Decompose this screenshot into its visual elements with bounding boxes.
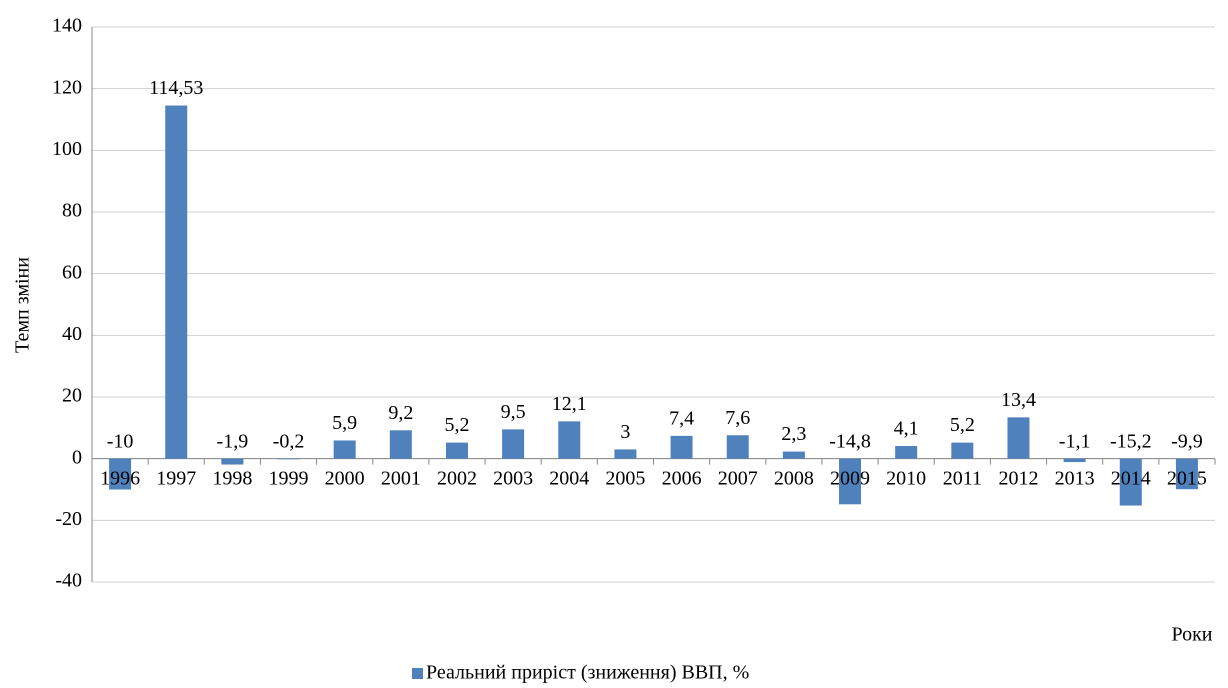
data-label: -15,2: [1110, 430, 1152, 452]
bar: [502, 429, 525, 459]
x-tick-label: 2000: [325, 467, 365, 489]
bar: [1063, 458, 1086, 463]
data-label: 12,1: [552, 393, 587, 415]
bar: [333, 440, 356, 459]
bar: [670, 435, 693, 459]
y-tick-label: 0: [72, 446, 82, 468]
x-tick-label: 2008: [774, 467, 814, 489]
x-tick-label: 2015: [1167, 467, 1207, 489]
x-tick-label: 2004: [549, 467, 589, 489]
data-label: 13,4: [1001, 389, 1036, 411]
x-tick-label: 2012: [998, 467, 1038, 489]
data-label: 4,1: [894, 418, 919, 440]
y-tick-label: 100: [52, 138, 82, 160]
data-label: -10: [107, 430, 134, 452]
data-label: -9,9: [1171, 430, 1203, 452]
bar: [614, 449, 637, 459]
x-tick-label: 2014: [1111, 467, 1151, 489]
x-tick-label: 2009: [830, 467, 870, 489]
data-label: -14,8: [829, 430, 871, 452]
data-label: 7,4: [669, 407, 694, 429]
bar: [558, 421, 581, 459]
data-label: 5,9: [332, 412, 357, 434]
legend-label: Реальний приріст (зниження) ВВП, %: [426, 662, 749, 683]
bar: [1007, 417, 1030, 459]
bar: [951, 442, 974, 459]
x-tick-label: 2013: [1055, 467, 1095, 489]
y-tick-label: -40: [55, 570, 82, 592]
x-tick-label: 1997: [156, 467, 196, 489]
y-tick-label: 20: [62, 385, 82, 407]
bar: [277, 458, 300, 460]
x-tick-label: 1996: [100, 467, 140, 489]
y-tick-label: -20: [55, 508, 82, 530]
x-tick-label: 2007: [718, 467, 758, 489]
data-label: 9,5: [501, 401, 526, 423]
data-label: 3: [620, 421, 630, 443]
data-label: 5,2: [950, 414, 975, 436]
bar: [221, 458, 244, 465]
data-label: 5,2: [444, 414, 469, 436]
data-label: -0,2: [273, 430, 305, 452]
y-tick-label: 40: [62, 323, 82, 345]
legend-swatch: [412, 668, 423, 679]
data-label: 114,53: [149, 77, 203, 99]
data-label: -1,1: [1059, 430, 1091, 452]
bar: [895, 446, 918, 459]
data-label: 7,6: [725, 407, 750, 429]
x-tick-label: 1998: [212, 467, 252, 489]
bar: [389, 430, 412, 459]
x-tick-label: 2006: [662, 467, 702, 489]
bar: [1119, 458, 1142, 506]
bar: [1175, 458, 1198, 490]
data-label: 9,2: [388, 402, 413, 424]
bar: [726, 435, 749, 459]
data-label: -1,9: [217, 430, 249, 452]
bar: [782, 451, 805, 459]
bar: [445, 442, 468, 459]
x-tick-label: 2002: [437, 467, 477, 489]
y-axis-title: Темп зміни: [12, 257, 34, 353]
x-tick-label: 2011: [943, 467, 982, 489]
x-tick-label: 2010: [886, 467, 926, 489]
bar: [839, 458, 862, 505]
data-label: 2,3: [781, 423, 806, 445]
y-tick-label: 80: [62, 200, 82, 222]
x-tick-label: 2005: [605, 467, 645, 489]
x-tick-label: 1999: [269, 467, 309, 489]
y-tick-label: 120: [52, 76, 82, 98]
y-tick-label: 60: [62, 261, 82, 283]
x-axis-title: Роки: [1171, 624, 1212, 646]
x-tick-label: 2001: [381, 467, 421, 489]
bar: [165, 105, 188, 459]
x-tick-label: 2003: [493, 467, 533, 489]
bar: [109, 458, 132, 490]
y-tick-label: 140: [52, 15, 82, 37]
